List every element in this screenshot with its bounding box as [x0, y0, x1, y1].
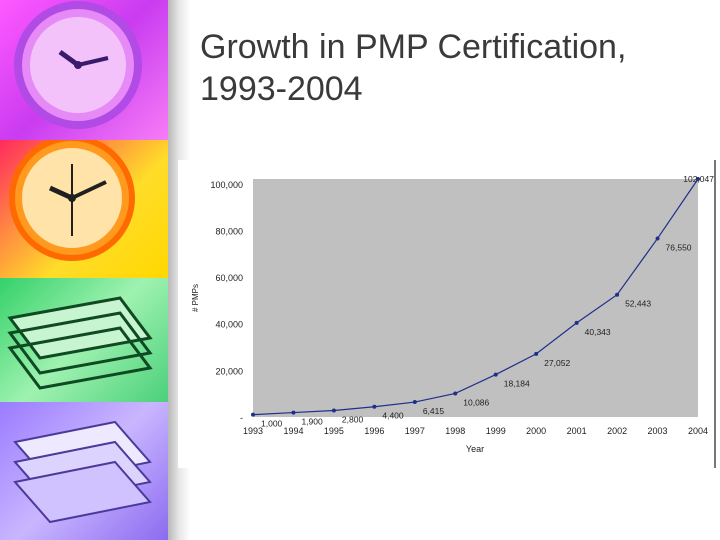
- data-label: 40,343: [585, 327, 611, 337]
- x-tick-label: 2000: [526, 426, 546, 436]
- x-tick-label: 1994: [283, 426, 303, 436]
- data-label: 4,400: [382, 411, 404, 421]
- series-line: [252, 178, 699, 416]
- chart-container: - 20,000 40,000 60,000 80,000 100,000 1993 1994…: [178, 160, 718, 468]
- data-label: 18,184: [504, 379, 530, 389]
- x-tick-label: 1997: [405, 426, 425, 436]
- green-papers-icon: [7, 296, 153, 390]
- title-line-2: 1993-2004: [200, 70, 363, 108]
- orange-clock-icon: [9, 140, 135, 261]
- data-label: 76,550: [666, 242, 692, 252]
- data-label: 52,443: [625, 299, 651, 309]
- y-tick-label: -: [240, 413, 243, 423]
- green-papers-panel: [0, 278, 168, 402]
- plot-area: [253, 179, 698, 417]
- purple-clock-icon: [14, 1, 142, 129]
- decorative-image-strip: [0, 0, 168, 540]
- data-point: [331, 408, 336, 413]
- purple-papers-panel: [0, 402, 168, 540]
- orange-clock-panel: [0, 140, 168, 278]
- data-label: 27,052: [544, 358, 570, 368]
- data-point: [574, 320, 579, 325]
- data-label: 1,000: [261, 419, 283, 429]
- data-point: [493, 372, 498, 377]
- x-tick-label: 1995: [324, 426, 344, 436]
- pmp-growth-line-chart: - 20,000 40,000 60,000 80,000 100,000 1993 1994…: [191, 174, 714, 454]
- x-tick-label: 1993: [243, 426, 263, 436]
- x-tick-label: 2004: [688, 426, 708, 436]
- data-point: [696, 177, 700, 181]
- title-line-1: Growth in PMP Certification,: [200, 28, 627, 66]
- x-tick-label: 1998: [445, 426, 465, 436]
- data-point: [655, 236, 660, 241]
- y-tick-label: 60,000: [215, 273, 243, 283]
- data-point: [291, 410, 296, 415]
- purple-papers-icon: [13, 420, 152, 524]
- x-tick-label: 2001: [567, 426, 587, 436]
- purple-clock-panel: [0, 0, 168, 140]
- y-tick-label: 20,000: [215, 366, 243, 376]
- data-point: [412, 400, 417, 405]
- y-tick-label: 40,000: [215, 320, 243, 330]
- y-tick-label: 80,000: [215, 226, 243, 236]
- data-label: 10,086: [463, 397, 489, 407]
- slide-title: Growth in PMP Certification, 1993-2004: [200, 26, 700, 110]
- data-label: 2,800: [342, 414, 364, 424]
- slide-right-rule: [714, 160, 716, 468]
- x-axis-label: Year: [466, 444, 484, 454]
- data-label: 6,415: [423, 406, 445, 416]
- data-point: [372, 404, 377, 409]
- x-tick-label: 2002: [607, 426, 627, 436]
- y-tick-label: 100,000: [210, 180, 243, 190]
- x-tick-label: 2003: [648, 426, 668, 436]
- y-axis-label: # PMPs: [191, 284, 200, 312]
- data-point: [615, 292, 620, 297]
- data-label: 102,047: [683, 174, 714, 184]
- x-tick-label: 1996: [364, 426, 384, 436]
- data-point: [453, 391, 458, 396]
- data-point: [251, 412, 255, 417]
- data-label: 1,900: [301, 417, 323, 427]
- x-tick-label: 1999: [486, 426, 506, 436]
- data-point: [534, 351, 539, 356]
